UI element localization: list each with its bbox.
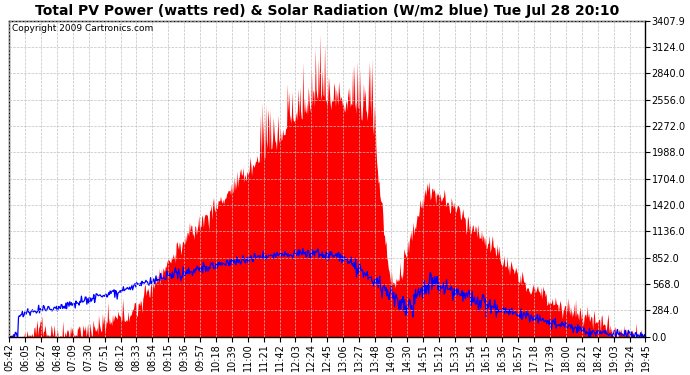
Title: Total PV Power (watts red) & Solar Radiation (W/m2 blue) Tue Jul 28 20:10: Total PV Power (watts red) & Solar Radia… xyxy=(35,4,620,18)
Text: Copyright 2009 Cartronics.com: Copyright 2009 Cartronics.com xyxy=(12,24,154,33)
